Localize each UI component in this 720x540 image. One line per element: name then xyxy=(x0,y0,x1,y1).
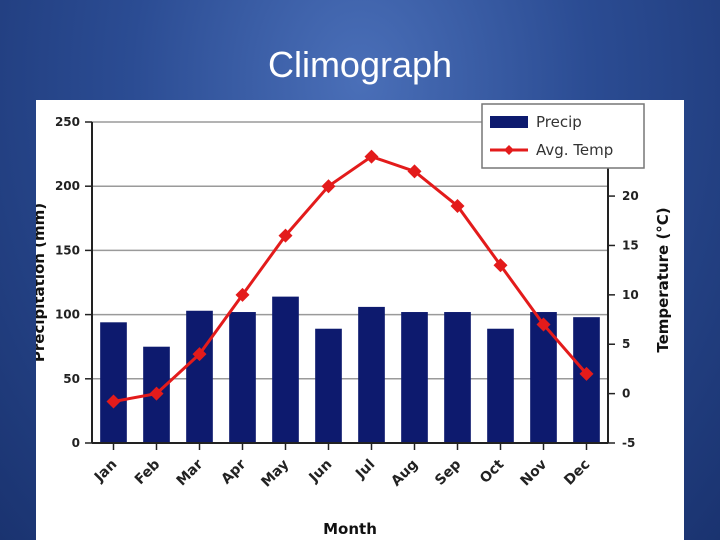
right-tick-label: 5 xyxy=(622,337,630,351)
left-tick-label: 0 xyxy=(72,436,80,450)
precip-bar xyxy=(186,310,213,443)
temp-point xyxy=(321,179,336,194)
temp-point xyxy=(450,198,465,213)
legend-swatch-precip xyxy=(490,116,528,128)
temp-point xyxy=(536,317,551,332)
precip-bar xyxy=(530,312,557,443)
precip-bars xyxy=(100,296,600,443)
month-label: Nov xyxy=(517,457,550,490)
slide-title: Climograph xyxy=(267,44,453,85)
temp-series-line xyxy=(113,154,588,403)
chart-panel: 050100150200250-50510152025JanFebMarAprM… xyxy=(36,100,684,540)
month-label: Oct xyxy=(477,456,508,487)
left-tick-label: 50 xyxy=(63,372,80,386)
temp-point xyxy=(192,347,207,362)
x-axis-title: Month xyxy=(323,520,377,538)
month-label: Mar xyxy=(174,456,207,489)
temp-point xyxy=(364,149,379,164)
month-label: Aug xyxy=(388,457,421,490)
precip-bar xyxy=(444,312,471,443)
month-label: Jan xyxy=(91,457,120,486)
temp-point xyxy=(407,164,422,179)
legend-label-temp: Avg. Temp xyxy=(536,141,613,159)
precip-bar xyxy=(229,312,256,443)
month-label: Sep xyxy=(432,457,464,489)
legend-label-precip: Precip xyxy=(536,113,582,131)
right-tick-label: 20 xyxy=(622,189,639,203)
temp-point xyxy=(579,366,594,381)
temp-point xyxy=(149,386,164,401)
left-tick-label: 250 xyxy=(55,115,80,129)
month-label: Jun xyxy=(306,457,336,487)
month-label: May xyxy=(258,457,292,491)
right-tick-label: 0 xyxy=(622,387,630,401)
month-label: Jul xyxy=(352,457,378,483)
right-axis-title: Temperature (°C) xyxy=(654,207,672,352)
month-label: Dec xyxy=(561,457,593,489)
left-axis-title: Precipitation (mm) xyxy=(36,203,48,362)
temp-line xyxy=(106,149,594,409)
temp-point xyxy=(235,287,250,302)
precip-bar xyxy=(272,296,299,443)
legend-marker-temp xyxy=(504,145,514,155)
left-tick-label: 150 xyxy=(55,243,80,257)
precip-bar xyxy=(487,328,514,443)
month-label: Feb xyxy=(132,457,163,488)
climograph-chart: 050100150200250-50510152025JanFebMarAprM… xyxy=(36,103,672,538)
temp-point xyxy=(278,228,293,243)
right-tick-label: 10 xyxy=(622,288,639,302)
temp-point xyxy=(106,394,121,409)
right-tick-label: 15 xyxy=(622,238,639,252)
legend-box xyxy=(481,103,645,169)
month-label: Apr xyxy=(218,456,249,487)
right-tick-label: -5 xyxy=(622,436,635,450)
left-tick-label: 100 xyxy=(55,308,80,322)
precip-bar xyxy=(315,328,342,443)
precip-bar xyxy=(100,322,127,443)
precip-bar xyxy=(358,306,385,443)
precip-bar xyxy=(401,312,428,443)
legend: Precip Avg. Temp xyxy=(481,103,645,169)
left-tick-label: 200 xyxy=(55,179,80,193)
temp-point xyxy=(493,258,508,273)
axes xyxy=(85,121,615,450)
